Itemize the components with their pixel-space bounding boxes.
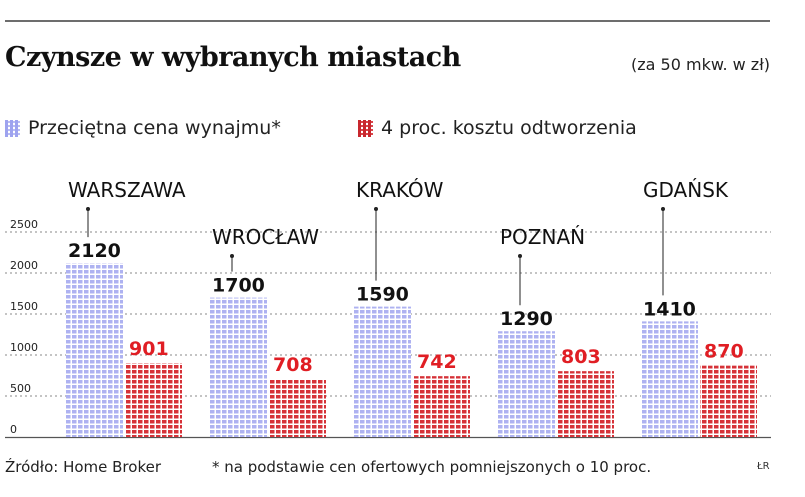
legend-swatch-average-rent	[5, 119, 20, 137]
legend-swatch-replacement-cost	[358, 119, 373, 137]
y-tick-label: 500	[10, 382, 31, 395]
footnote: * na podstawie cen ofertowych pomniejszo…	[212, 458, 652, 476]
category-label: WROCŁAW	[212, 225, 319, 249]
y-tick-label: 0	[10, 423, 17, 436]
bar-average-rent	[498, 331, 555, 437]
category-label: KRAKÓW	[356, 178, 444, 202]
bar-average-rent	[66, 263, 123, 437]
legend-item-replacement-cost: 4 proc. kosztu odtworzenia	[358, 117, 637, 139]
leader-dot	[86, 207, 90, 211]
bar-average-rent	[210, 297, 267, 437]
chart-title: Czynsze w wybranych miastach	[5, 42, 461, 73]
y-tick-label: 2500	[10, 218, 38, 231]
bar-replacement-cost	[700, 365, 757, 437]
unit-note: (za 50 mkw. w zł)	[631, 55, 770, 74]
bar-replacement-cost	[413, 376, 470, 437]
category-label: POZNAŃ	[500, 225, 585, 249]
leader-dot	[374, 207, 378, 211]
legend-label-average-rent: Przeciętna cena wynajmu*	[28, 117, 281, 139]
data-label-replacement-cost: 742	[417, 351, 457, 373]
data-label-average-rent: 1410	[643, 298, 696, 320]
author-credit: ŁR	[757, 461, 770, 472]
leader-dot	[230, 254, 234, 258]
legend-item-average-rent: Przeciętna cena wynajmu*	[5, 117, 281, 139]
data-label-replacement-cost: 901	[129, 338, 169, 360]
bar-average-rent	[354, 306, 411, 437]
top-rule	[5, 20, 770, 22]
data-label-average-rent: 1700	[212, 275, 265, 297]
y-tick-label: 1500	[10, 300, 38, 313]
bar-average-rent	[641, 321, 698, 437]
y-tick-label: 2000	[10, 259, 38, 272]
data-label-average-rent: 2120	[68, 240, 121, 262]
category-label: GDAŃSK	[643, 178, 729, 202]
category-label: WARSZAWA	[68, 178, 186, 202]
data-label-average-rent: 1290	[500, 308, 553, 330]
leader-dot	[518, 254, 522, 258]
data-label-replacement-cost: 870	[704, 341, 744, 363]
data-label-average-rent: 1590	[356, 284, 409, 306]
bar-replacement-cost	[125, 363, 182, 437]
bar-replacement-cost	[557, 371, 614, 437]
data-label-replacement-cost: 708	[273, 354, 313, 376]
leader-dot	[661, 207, 665, 211]
bar-replacement-cost	[269, 378, 326, 437]
data-label-replacement-cost: 803	[561, 346, 601, 368]
legend-label-replacement-cost: 4 proc. kosztu odtworzenia	[381, 117, 637, 139]
source-note: Źródło: Home Broker	[5, 458, 161, 476]
y-tick-label: 1000	[10, 341, 38, 354]
